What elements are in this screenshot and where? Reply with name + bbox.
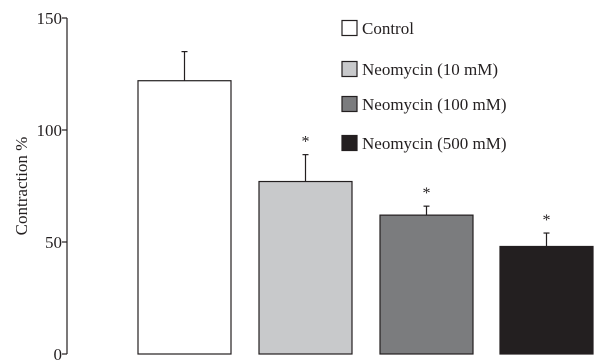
y-tick-label: 100 [37,121,63,140]
legend-label-2: Neomycin (10 mM) [362,60,498,79]
y-tick-label: 150 [37,9,63,28]
y-tick-label: 0 [54,345,63,364]
bar-2 [258,180,353,355]
legend-label-1: Control [362,19,414,38]
bar-3 [379,214,474,355]
y-tick-label: 50 [45,233,62,252]
axes: 0 50 100 150 [37,9,68,364]
legend-swatch-2 [341,60,358,78]
y-axis-title: Contraction % [12,137,31,236]
bars: * * * [137,50,594,355]
legend-label-4: Neomycin (500 mM) [362,134,506,153]
significance-star-3: * [423,185,431,202]
legend-swatch-3 [341,95,358,113]
legend: Control Neomycin (10 mM) Neomycin (100 mM)… [341,19,506,153]
legend-label-3: Neomycin (100 mM) [362,95,506,114]
bar-4 [499,245,594,355]
bar-1 [137,80,232,355]
significance-star-2: * [302,134,310,151]
legend-swatch-4 [341,134,358,152]
legend-swatch-1 [341,19,358,37]
significance-star-4: * [543,212,551,229]
